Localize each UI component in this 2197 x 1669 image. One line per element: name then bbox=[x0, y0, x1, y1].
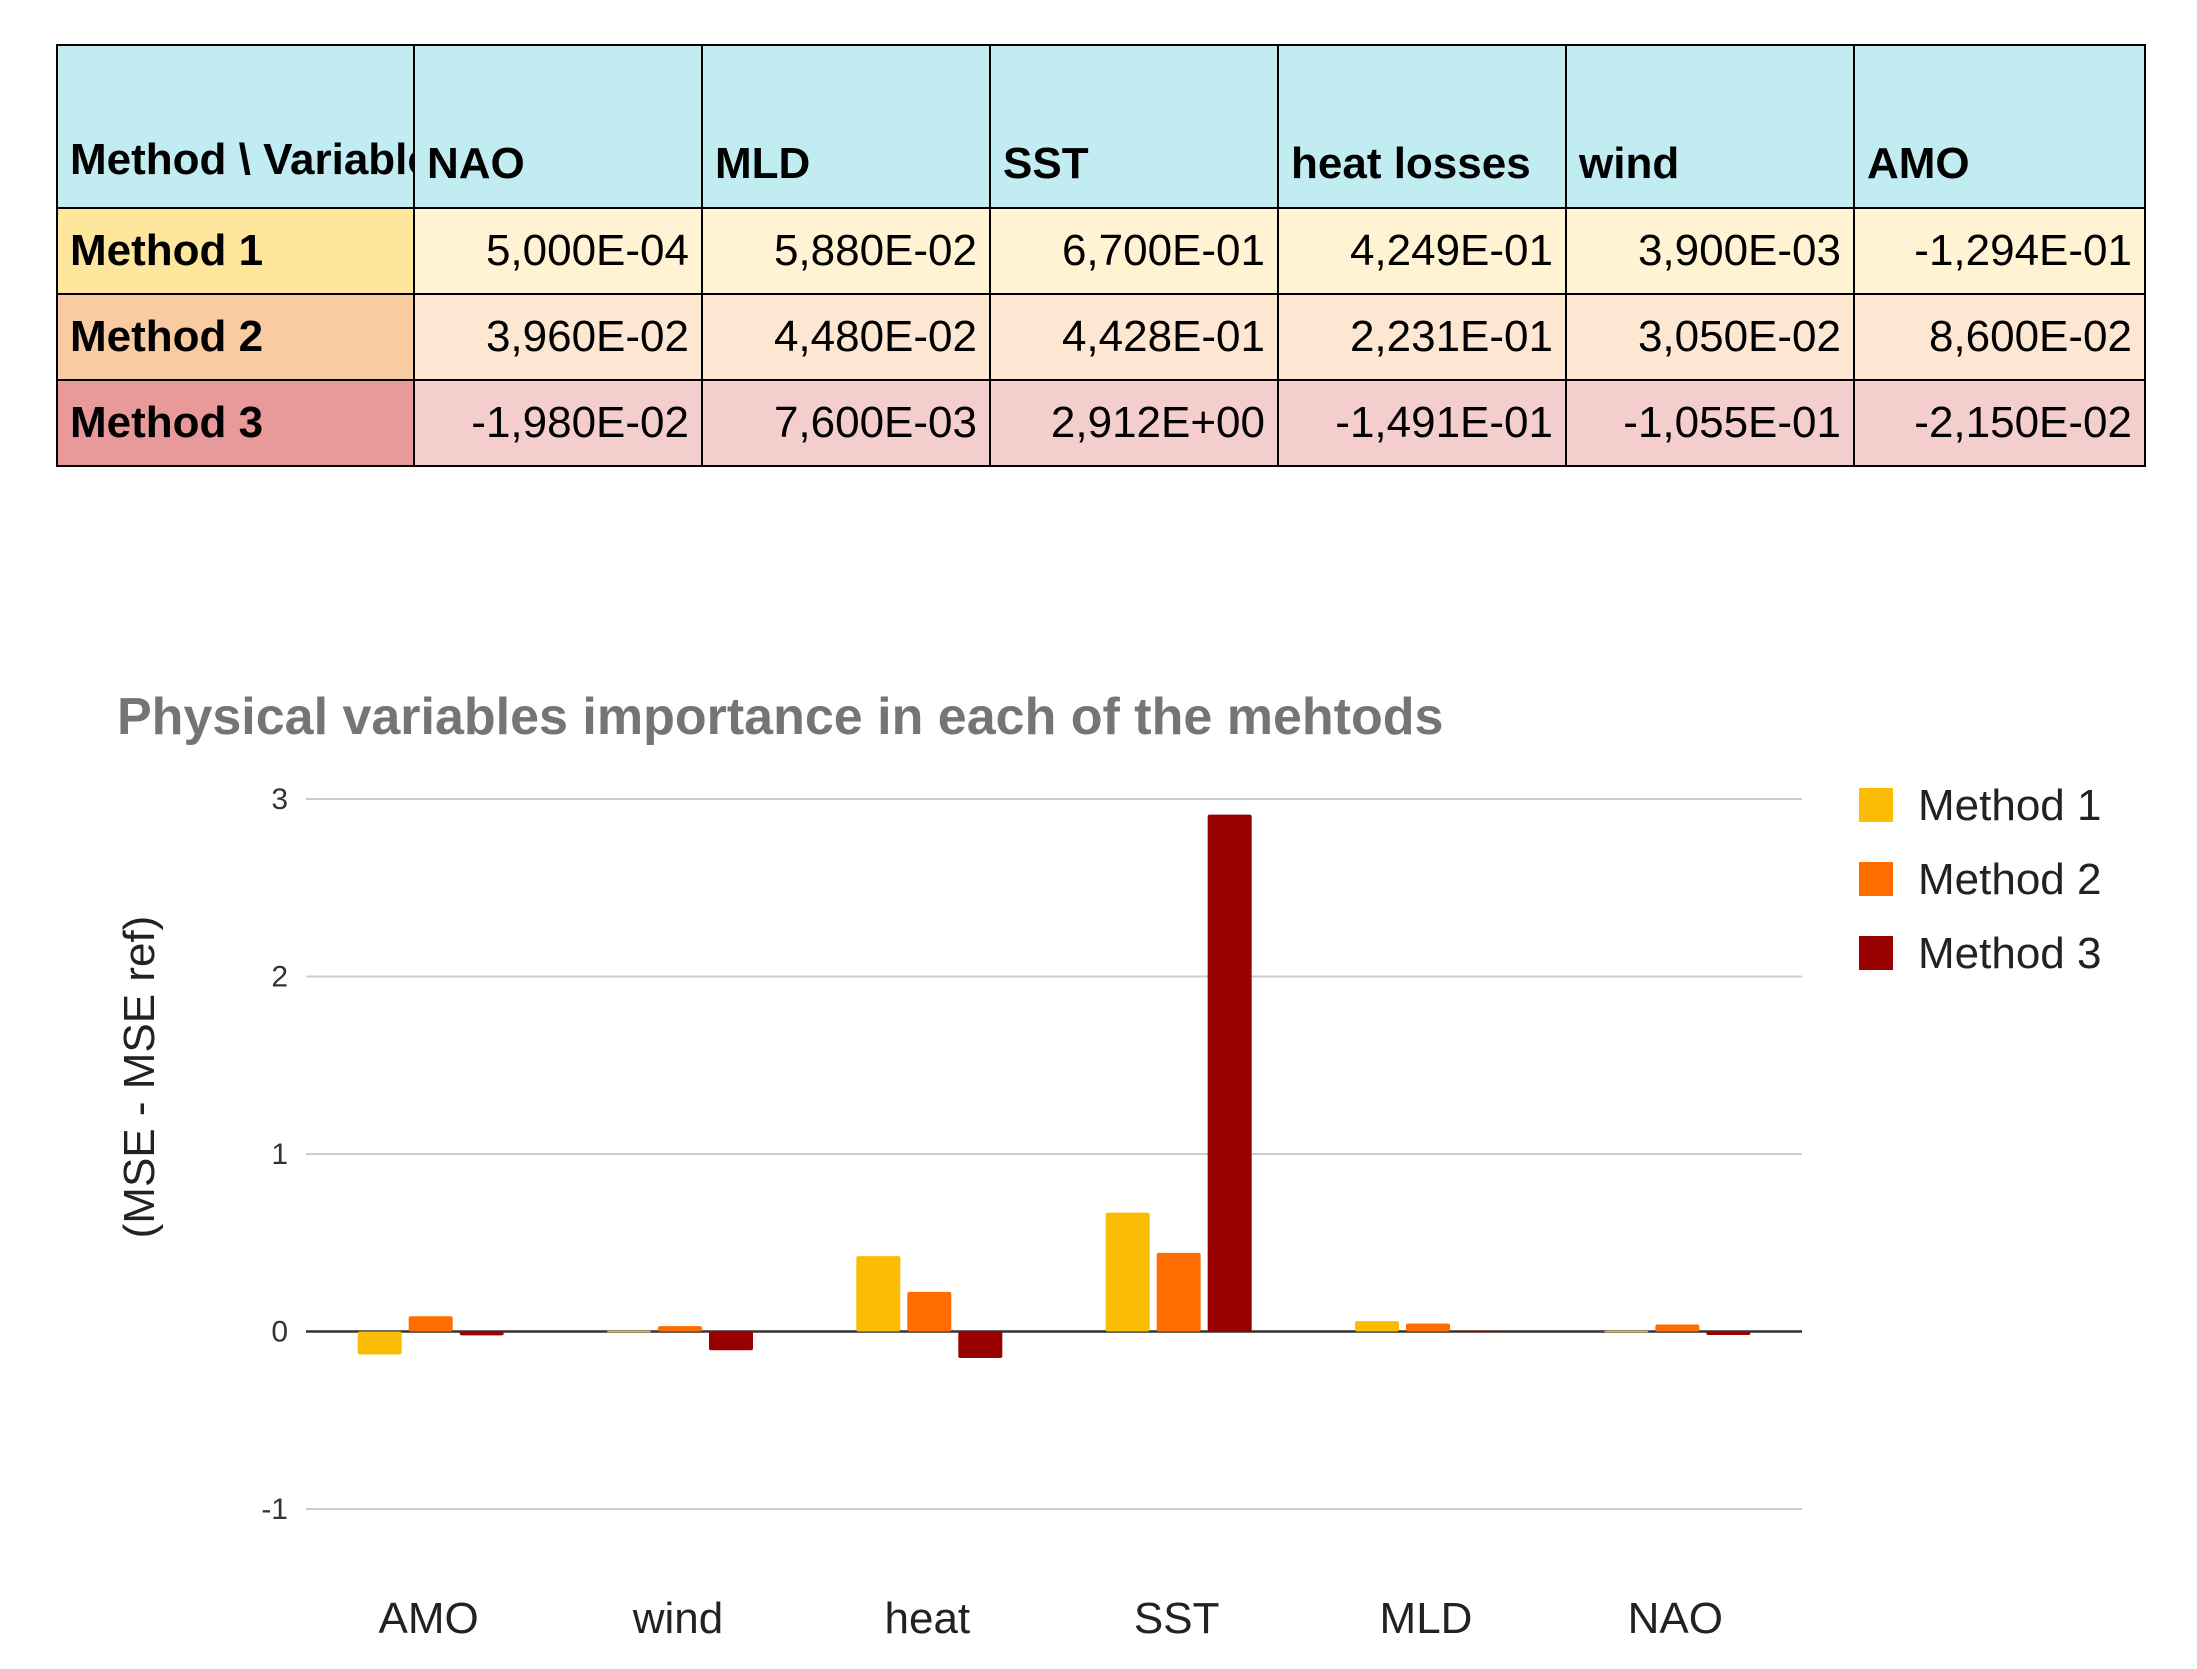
legend-label: Method 3 bbox=[1918, 929, 2101, 978]
header-cell-heat-losses: heat losses bbox=[1277, 44, 1567, 209]
y-tick-label: -1 bbox=[261, 1493, 288, 1526]
bar bbox=[1105, 1212, 1150, 1332]
y-axis-label: (MSE - MSE ref) bbox=[115, 916, 164, 1239]
table-cell: 6,700E-01 bbox=[989, 207, 1279, 295]
table-cell: -1,491E-01 bbox=[1277, 379, 1567, 467]
table-cell: -1,294E-01 bbox=[1853, 207, 2146, 295]
x-tick-label: MLD bbox=[1380, 1594, 1473, 1643]
legend-swatch bbox=[1859, 788, 1893, 822]
legend-swatch bbox=[1859, 936, 1893, 970]
bar bbox=[1655, 1324, 1700, 1332]
table-header-row: Method \ Variable NAO MLD SST heat losse… bbox=[56, 44, 2146, 209]
bar bbox=[958, 1331, 1003, 1358]
table-cell: -2,150E-02 bbox=[1853, 379, 2146, 467]
header-cell-sst: SST bbox=[989, 44, 1279, 209]
table-cell: 4,249E-01 bbox=[1277, 207, 1567, 295]
table-cell: 4,480E-02 bbox=[701, 293, 991, 381]
header-cell-amo: AMO bbox=[1853, 44, 2146, 209]
bar bbox=[1604, 1330, 1649, 1333]
y-tick-label: 3 bbox=[271, 783, 288, 816]
bar bbox=[1156, 1252, 1201, 1332]
table-cell: 5,000E-04 bbox=[413, 207, 703, 295]
table-cell: 3,050E-02 bbox=[1565, 293, 1855, 381]
table-cell: 7,600E-03 bbox=[701, 379, 991, 467]
header-cell-wind: wind bbox=[1565, 44, 1855, 209]
y-tick-label: 1 bbox=[271, 1138, 288, 1171]
bar-chart: Physical variables importance in each of… bbox=[115, 688, 2101, 1643]
table-cell: -1,980E-02 bbox=[413, 379, 703, 467]
bar bbox=[408, 1316, 453, 1332]
bar bbox=[658, 1326, 702, 1332]
bar bbox=[459, 1331, 504, 1336]
legend-swatch bbox=[1859, 862, 1893, 896]
y-tick-label: 0 bbox=[271, 1316, 288, 1349]
row-label: Method 3 bbox=[56, 379, 415, 467]
row-label: Method 2 bbox=[56, 293, 415, 381]
bar bbox=[1457, 1330, 1501, 1333]
bar bbox=[607, 1330, 651, 1333]
x-tick-label: wind bbox=[632, 1594, 724, 1643]
table-row-method-1: Method 1 5,000E-04 5,880E-02 6,700E-01 4… bbox=[56, 207, 2146, 295]
results-table: Method \ Variable NAO MLD SST heat losse… bbox=[56, 44, 2146, 467]
table-cell: 2,912E+00 bbox=[989, 379, 1279, 467]
chart-title: Physical variables importance in each of… bbox=[117, 688, 1443, 746]
header-cell-nao: NAO bbox=[413, 44, 703, 209]
row-label: Method 1 bbox=[56, 207, 415, 295]
bar bbox=[1406, 1323, 1450, 1332]
legend-label: Method 1 bbox=[1918, 781, 2101, 830]
table-cell: 3,960E-02 bbox=[413, 293, 703, 381]
header-cell-mld: MLD bbox=[701, 44, 991, 209]
table-cell: 2,231E-01 bbox=[1277, 293, 1567, 381]
bar bbox=[709, 1331, 753, 1351]
x-tick-label: heat bbox=[885, 1594, 971, 1643]
bar bbox=[907, 1291, 952, 1332]
bar bbox=[1207, 814, 1252, 1332]
table-row-method-3: Method 3 -1,980E-02 7,600E-03 2,912E+00 … bbox=[56, 379, 2146, 467]
bar bbox=[1706, 1331, 1751, 1336]
table-cell: 5,880E-02 bbox=[701, 207, 991, 295]
table-cell: -1,055E-01 bbox=[1565, 379, 1855, 467]
legend-label: Method 2 bbox=[1918, 855, 2101, 904]
table-row-method-2: Method 2 3,960E-02 4,480E-02 4,428E-01 2… bbox=[56, 293, 2146, 381]
table-cell: 4,428E-01 bbox=[989, 293, 1279, 381]
table-cell: 8,600E-02 bbox=[1853, 293, 2146, 381]
bar bbox=[856, 1256, 901, 1332]
header-cell-corner: Method \ Variable bbox=[56, 44, 415, 209]
x-tick-label: SST bbox=[1134, 1594, 1220, 1643]
x-tick-label: NAO bbox=[1628, 1594, 1723, 1643]
bar bbox=[357, 1331, 402, 1355]
y-tick-label: 2 bbox=[271, 961, 288, 994]
bar bbox=[1355, 1321, 1399, 1332]
x-tick-label: AMO bbox=[379, 1594, 479, 1643]
table-cell: 3,900E-03 bbox=[1565, 207, 1855, 295]
